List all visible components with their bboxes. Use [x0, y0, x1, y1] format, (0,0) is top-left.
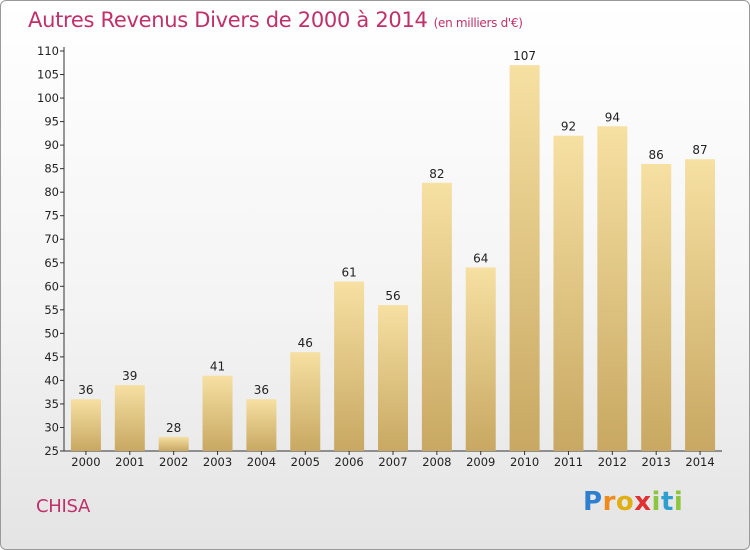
bar-value-label: 56 — [385, 289, 400, 303]
bar — [421, 182, 452, 451]
bar — [246, 399, 277, 451]
bar-value-label: 64 — [473, 251, 488, 265]
bar-value-label: 28 — [166, 421, 181, 435]
x-tick-label: 2002 — [159, 455, 188, 469]
logo-letter: i — [673, 487, 684, 517]
bar — [597, 126, 628, 451]
bar — [334, 281, 365, 451]
y-tick-label: 85 — [44, 162, 59, 176]
bar-value-label: 82 — [429, 167, 444, 181]
bar-value-label: 61 — [341, 266, 356, 280]
y-tick-label: 95 — [44, 115, 59, 129]
bar — [465, 267, 496, 451]
x-tick-label: 2013 — [642, 455, 671, 469]
y-tick-label: 80 — [44, 185, 59, 199]
bar-value-label: 107 — [513, 49, 536, 63]
x-tick-label: 2011 — [554, 455, 583, 469]
y-tick-label: 90 — [44, 138, 59, 152]
x-tick-label: 2000 — [71, 455, 100, 469]
bar-value-label: 94 — [605, 110, 620, 124]
y-tick-label: 55 — [44, 303, 59, 317]
commune-name: CHISA — [36, 496, 90, 517]
bar-value-label: 46 — [298, 336, 313, 350]
y-tick-label: 45 — [44, 350, 59, 364]
bar-value-label: 92 — [561, 120, 576, 134]
title-text: Autres Revenus Divers de 2000 à 2014 — [28, 8, 428, 32]
bar-value-label: 86 — [649, 148, 664, 162]
chart-title: Autres Revenus Divers de 2000 à 2014 (en … — [28, 8, 523, 32]
bar — [158, 436, 189, 451]
logo-letter: o — [615, 487, 635, 517]
bar-value-label: 36 — [78, 383, 93, 397]
y-tick-label: 65 — [44, 256, 59, 270]
bar — [553, 135, 584, 452]
x-tick-label: 2010 — [510, 455, 539, 469]
x-tick-label: 2001 — [115, 455, 144, 469]
y-tick-label: 50 — [44, 326, 59, 340]
x-tick-label: 2004 — [247, 455, 276, 469]
logo-letter: P — [583, 487, 603, 517]
proxiti-logo: Proxiti — [583, 487, 683, 517]
y-tick-label: 70 — [44, 232, 59, 246]
bar — [685, 159, 716, 451]
bar — [70, 399, 101, 451]
bar-value-label: 87 — [692, 143, 707, 157]
x-tick-label: 2006 — [334, 455, 363, 469]
bar — [114, 385, 145, 451]
x-tick-label: 2012 — [598, 455, 627, 469]
value-labels: 36 39 28 41 36 46 61 56 82 64 107 92 94 86 87 — [78, 49, 707, 435]
x-tick-label: 2007 — [378, 455, 407, 469]
y-tick-label: 105 — [37, 68, 59, 82]
y-tick-label: 35 — [44, 397, 59, 411]
y-tick-label: 110 — [37, 44, 59, 58]
bar — [378, 305, 408, 451]
bar-value-label: 36 — [254, 383, 269, 397]
bar — [202, 375, 233, 451]
y-axis: 25 30 35 40 45 50 55 60 65 70 75 80 85 90 95 100 105 110 — [37, 44, 65, 458]
x-tick-label: 2003 — [203, 455, 232, 469]
x-tick-label: 2014 — [685, 455, 714, 469]
x-tick-label: 2005 — [291, 455, 320, 469]
logo-letter: r — [602, 487, 616, 517]
bars — [70, 65, 716, 452]
x-tick-label: 2008 — [422, 455, 451, 469]
y-tick-label: 25 — [44, 444, 59, 458]
bar — [290, 352, 321, 451]
x-tick-label: 2009 — [466, 455, 495, 469]
title-unit: (en milliers d'€) — [433, 16, 523, 30]
y-tick-label: 40 — [44, 373, 59, 387]
y-tick-label: 100 — [37, 91, 59, 105]
x-axis: 2000 2001 2002 2003 2004 2005 2006 2007 2008 2009… — [64, 450, 722, 469]
bar — [641, 163, 672, 452]
logo-letter: i — [651, 487, 661, 517]
logo-letter: x — [634, 487, 652, 517]
bar-value-label: 39 — [122, 369, 137, 383]
y-tick-label: 30 — [44, 420, 59, 434]
bar — [509, 65, 540, 451]
bar-value-label: 41 — [210, 360, 225, 374]
logo-letter: t — [660, 487, 674, 517]
y-tick-label: 60 — [44, 279, 59, 293]
y-tick-label: 75 — [44, 209, 59, 223]
